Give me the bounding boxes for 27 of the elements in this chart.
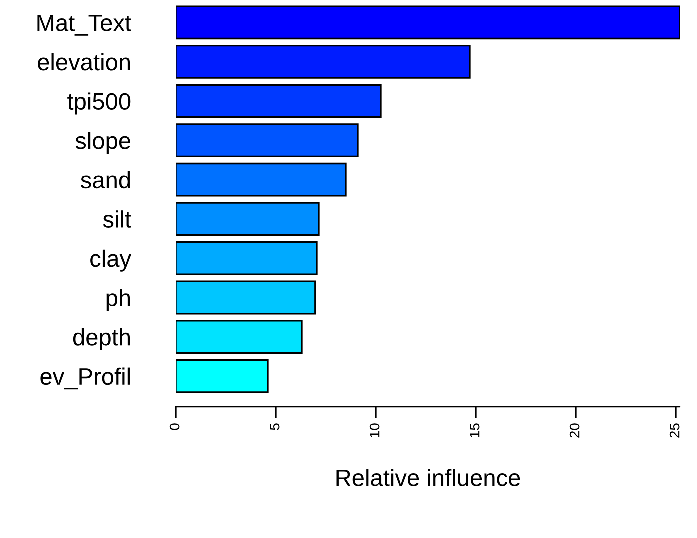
bar — [176, 359, 269, 394]
y-tick-label: tpi500 — [68, 92, 131, 115]
y-tick-label: depth — [73, 328, 130, 351]
bar — [176, 84, 382, 118]
bar — [176, 45, 471, 79]
y-tick-label: elevation — [38, 53, 130, 71]
x-tick-label: 15 — [470, 424, 480, 438]
bar — [176, 320, 303, 354]
y-tick-label: ph — [106, 289, 130, 312]
x-tick-label: 10 — [370, 424, 380, 438]
y-tick-label: silt — [103, 210, 132, 228]
x-tick-label: 25 — [670, 424, 680, 438]
x-tick-label: 20 — [570, 424, 580, 438]
bar — [176, 202, 320, 236]
bar — [176, 162, 347, 197]
bar — [176, 280, 316, 315]
x-axis-title: Relative influence — [336, 469, 520, 486]
bar — [176, 124, 359, 158]
bar — [176, 242, 318, 276]
x-tick-label: 5 — [270, 424, 280, 430]
y-tick-label: sand — [81, 171, 130, 189]
y-tick-label: clay — [90, 250, 132, 272]
y-tick-label: ev_Profil — [40, 368, 130, 390]
bar — [176, 6, 680, 40]
y-tick-label: slope — [76, 132, 131, 154]
y-tick-label: Mat_Text — [38, 14, 132, 36]
x-tick-label: 0 — [170, 424, 180, 430]
